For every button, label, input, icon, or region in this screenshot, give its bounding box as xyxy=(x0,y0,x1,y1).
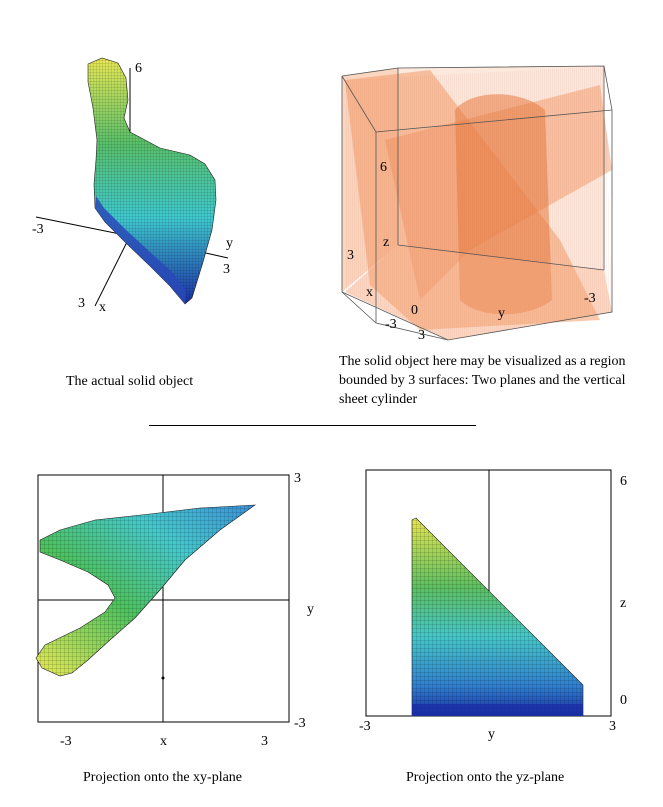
yz-tick-0: 0 xyxy=(620,693,627,708)
xy-y-label: y xyxy=(307,602,314,617)
yz-projection-plot xyxy=(365,469,612,717)
box-y-label: y xyxy=(498,306,505,321)
x-tick-3: 3 xyxy=(78,296,85,311)
xy-tick-top-3: 3 xyxy=(294,471,301,486)
xy-projection-plot xyxy=(35,474,290,723)
yz-z-label: z xyxy=(620,596,627,611)
section-divider xyxy=(149,425,476,426)
box-x-tick-3: 3 xyxy=(347,248,354,263)
x-axis xyxy=(94,235,131,307)
xy-x-label: x xyxy=(160,734,167,749)
yz-y-tick-3: 3 xyxy=(609,719,616,734)
box-z-tick-0: 0 xyxy=(411,303,418,318)
bounding-surfaces-plot xyxy=(341,65,613,341)
solid-front-face xyxy=(95,196,186,304)
x-tick-neg3: -3 xyxy=(32,222,44,237)
solid-3d-plot xyxy=(35,57,229,307)
y-tick-3: 3 xyxy=(223,262,230,277)
yz-y-tick-neg3: -3 xyxy=(359,719,371,734)
xy-x-tick-neg3: -3 xyxy=(60,734,72,749)
x-axis-back xyxy=(35,216,131,237)
box-z-label: z xyxy=(383,235,390,250)
z-tick-6: 6 xyxy=(135,61,142,76)
caption-yz-projection: Projection onto the yz-plane xyxy=(406,770,565,785)
xy-x-tick-3: 3 xyxy=(261,734,268,749)
y-axis-label: y xyxy=(226,236,233,251)
caption-actual-solid: The actual solid object xyxy=(66,374,194,389)
box-x-tick-neg3: -3 xyxy=(385,317,397,332)
xy-tick-bottom-neg3: -3 xyxy=(294,716,306,731)
box-y-tick-3: 3 xyxy=(418,328,425,343)
caption-xy-projection: Projection onto the xy-plane xyxy=(83,770,243,785)
caption-bounding-surfaces: The solid object here may be visualized … xyxy=(339,354,626,407)
box-z-tick-6: 6 xyxy=(380,160,387,175)
yz-y-label: y xyxy=(488,727,495,742)
box-x-label: x xyxy=(366,285,373,300)
box-y-tick-neg3: -3 xyxy=(584,291,596,306)
x-axis-label: x xyxy=(99,300,106,315)
yz-tick-6: 6 xyxy=(620,474,627,489)
